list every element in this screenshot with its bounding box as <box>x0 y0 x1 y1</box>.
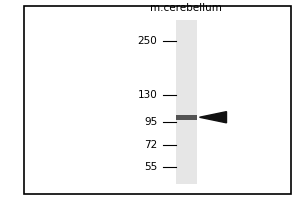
Bar <box>176 115 197 120</box>
Text: 250: 250 <box>138 36 158 46</box>
Text: 95: 95 <box>144 117 158 127</box>
Polygon shape <box>200 112 226 123</box>
Bar <box>24 6 291 194</box>
Bar <box>176 20 197 184</box>
Text: m.cerebellum: m.cerebellum <box>150 3 222 13</box>
Text: 55: 55 <box>144 162 158 172</box>
Text: 130: 130 <box>138 90 158 100</box>
Text: 72: 72 <box>144 140 158 150</box>
